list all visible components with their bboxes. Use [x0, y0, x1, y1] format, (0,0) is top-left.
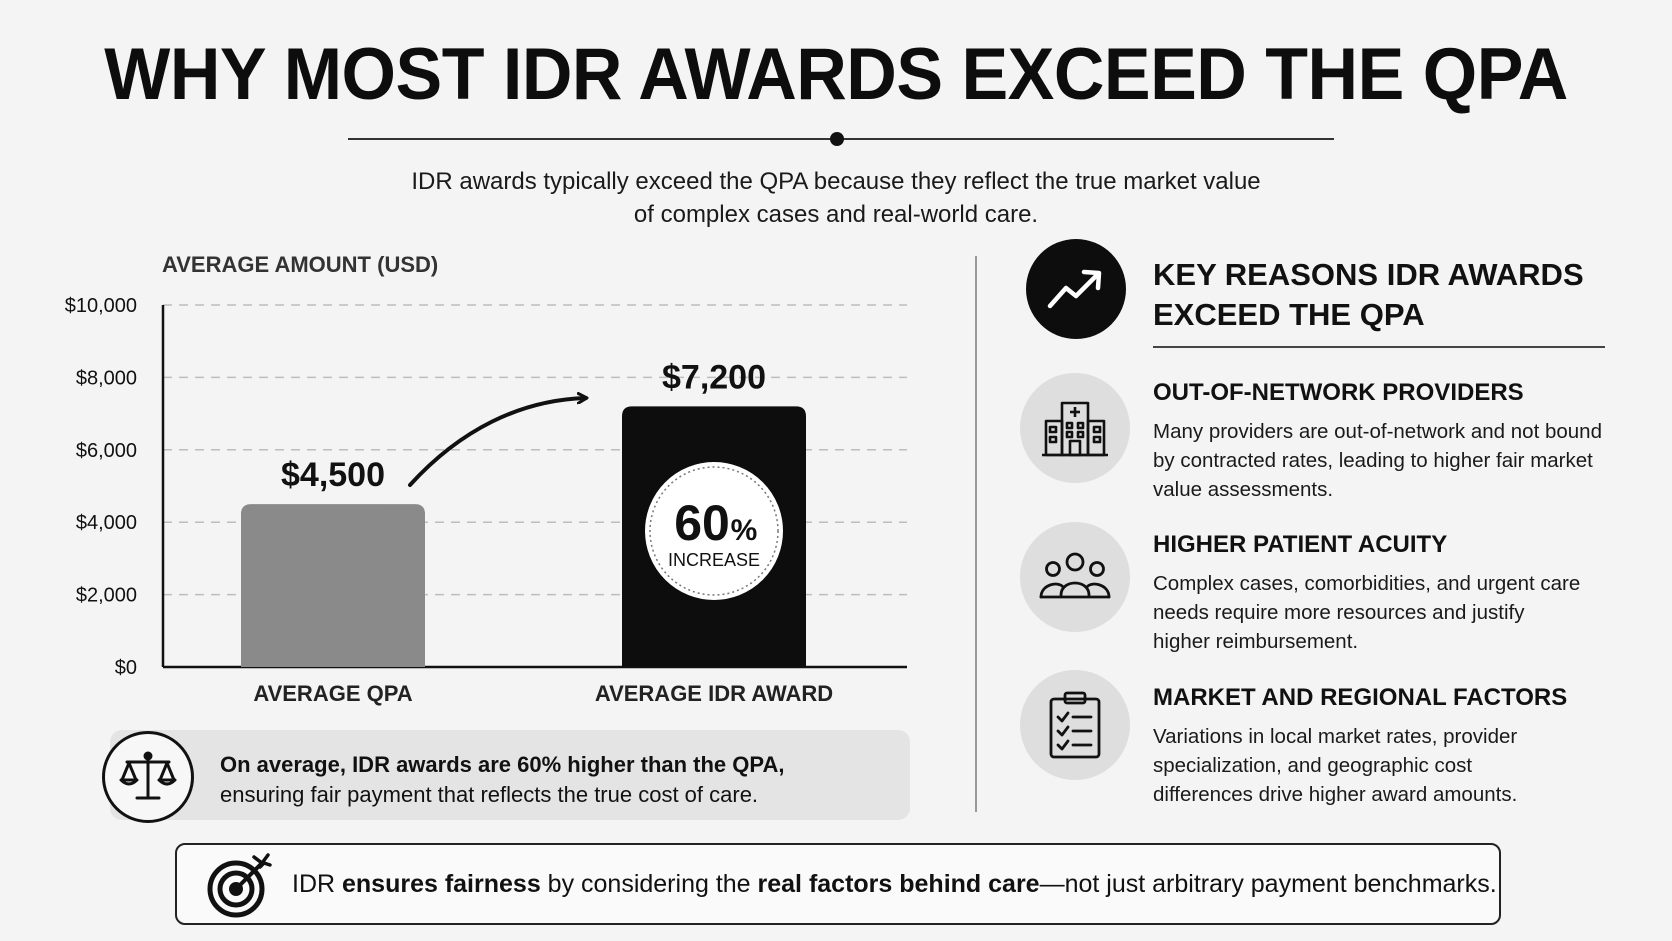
summary-text: On average, IDR awards are 60% higher th…: [220, 750, 900, 810]
reason-desc-acuity: Complex cases, comorbidities, and urgent…: [1153, 569, 1623, 656]
chart-y-axis-label: AVERAGE AMOUNT (USD): [162, 252, 439, 277]
reason-desc-line: differences drive higher award amounts.: [1153, 783, 1518, 806]
x-category-label: AVERAGE QPA: [253, 681, 412, 706]
reason-desc-line: Variations in local market rates, provid…: [1153, 725, 1518, 748]
footer-part-3: —not just arbitrary payment benchmarks.: [1039, 870, 1497, 898]
summary-bold: On average, IDR awards are 60% higher th…: [220, 752, 785, 777]
footer-part-1: IDR: [292, 870, 342, 898]
footer-text: IDR ensures fairness by considering the …: [292, 870, 1497, 899]
increase-badge-circle: [645, 462, 783, 600]
trend-up-icon: [1026, 239, 1126, 339]
increase-caption: INCREASE: [668, 550, 760, 570]
reason-desc-line: value assessments.: [1153, 478, 1334, 501]
title-divider-dot: [830, 132, 844, 146]
bar-value-label: $4,500: [281, 456, 385, 494]
bar-value-label: $7,200: [662, 358, 766, 396]
y-tick-label: $8,000: [76, 367, 137, 389]
reason-desc-line: needs require more resources and justify: [1153, 601, 1525, 624]
reason-title-out-of-network: OUT-OF-NETWORK PROVIDERS: [1153, 379, 1524, 406]
footer-bold-2: real factors behind care: [757, 870, 1040, 898]
x-category-label: AVERAGE IDR AWARD: [595, 681, 833, 706]
reason-desc-line: specialization, and geographic cost: [1153, 754, 1473, 777]
reasons-title-line-2: EXCEED THE QPA: [1153, 297, 1425, 332]
subtitle: IDR awards typically exceed the QPA beca…: [336, 165, 1336, 231]
footer-part-2: by considering the: [540, 870, 758, 898]
reason-desc-line: higher reimbursement.: [1153, 630, 1359, 653]
hospital-icon: [1020, 373, 1130, 483]
increase-arrow: [408, 398, 586, 487]
scale-icon: [102, 731, 194, 823]
y-tick-label: $6,000: [76, 440, 137, 462]
page-title: WHY MOST IDR AWARDS EXCEED THE QPA: [104, 33, 1568, 115]
y-tick-label: $4,000: [76, 512, 137, 534]
summary-rest: ensuring fair payment that reflects the …: [220, 782, 759, 807]
reason-desc-line: Complex cases, comorbidities, and urgent…: [1153, 572, 1581, 595]
increase-badge: 60 % INCREASE: [645, 462, 783, 600]
reasons-title: KEY REASONS IDR AWARDS EXCEED THE QPA: [1153, 255, 1613, 335]
subtitle-line-2: of complex cases and real-world care.: [633, 201, 1039, 228]
increase-percent-value: 60: [674, 495, 730, 551]
reason-desc-market: Variations in local market rates, provid…: [1153, 722, 1623, 809]
reason-desc-line: by contracted rates, leading to higher f…: [1153, 449, 1593, 472]
clipboard-icon: [1020, 670, 1130, 780]
summary-box: [110, 730, 910, 820]
reason-title-acuity: HIGHER PATIENT ACUITY: [1153, 531, 1448, 558]
increase-badge-ring: [649, 466, 779, 596]
column-divider: [975, 256, 977, 812]
reason-desc-line: Many providers are out-of-network and no…: [1153, 420, 1602, 443]
reasons-title-line-1: KEY REASONS IDR AWARDS: [1153, 257, 1584, 292]
y-tick-label: $2,000: [76, 585, 137, 607]
subtitle-line-1: IDR awards typically exceed the QPA beca…: [411, 168, 1261, 195]
y-tick-label: $0: [115, 657, 137, 679]
y-tick-label: $10,000: [65, 295, 137, 317]
reason-desc-out-of-network: Many providers are out-of-network and no…: [1153, 417, 1623, 504]
footer-bold-1: ensures fairness: [342, 870, 541, 898]
bar-average-qpa: [241, 504, 425, 667]
reasons-divider: [1153, 346, 1605, 348]
target-icon: [204, 851, 274, 921]
reason-title-market: MARKET AND REGIONAL FACTORS: [1153, 684, 1568, 711]
increase-percent-symbol: %: [731, 514, 758, 547]
footer-box: [175, 843, 1501, 925]
people-icon: [1020, 522, 1130, 632]
bar-chart: $0 $2,000 $4,000 $6,000 $8,000 $10,000 AVERAG…: [65, 295, 907, 706]
